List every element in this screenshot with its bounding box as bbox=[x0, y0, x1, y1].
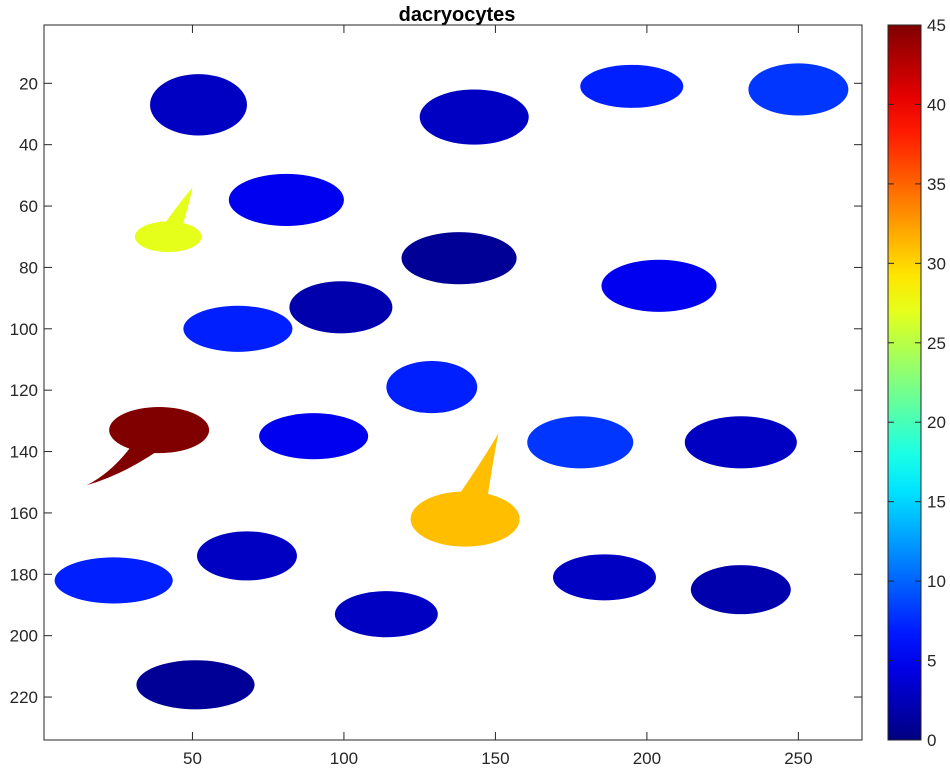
cell-body bbox=[386, 361, 478, 414]
y-tick-label: 20 bbox=[19, 74, 38, 93]
cell-11 bbox=[527, 416, 634, 469]
colorbar-tick-label: 35 bbox=[927, 175, 946, 194]
colorbar-tick-label: 15 bbox=[927, 493, 946, 512]
cell-1 bbox=[150, 74, 247, 136]
colorbar-frame bbox=[887, 24, 922, 741]
y-tick-label: 60 bbox=[19, 197, 38, 216]
cell-body bbox=[748, 63, 849, 116]
cell-8 bbox=[289, 281, 393, 334]
cell-body bbox=[580, 64, 684, 108]
cell-body bbox=[527, 416, 634, 469]
cell-body bbox=[419, 89, 529, 145]
y-tick-label: 120 bbox=[10, 381, 38, 400]
colorbar-ticks: 0 5 10 15 20 25 30 35 40 45 bbox=[888, 16, 946, 750]
y-tick-label: 100 bbox=[10, 320, 38, 339]
cell-4 bbox=[748, 63, 849, 116]
colorbar-tick-label: 30 bbox=[927, 254, 946, 273]
colorbar-tick-label: 45 bbox=[927, 16, 946, 35]
cell-body bbox=[601, 259, 717, 312]
cell-body bbox=[684, 416, 797, 469]
colorbar-tick-label: 10 bbox=[927, 572, 946, 591]
cell-body bbox=[690, 565, 791, 615]
y-tick-label: 220 bbox=[10, 688, 38, 707]
cell-19 bbox=[136, 660, 255, 710]
y-tick-label: 160 bbox=[10, 504, 38, 523]
teardrop-cell-21 bbox=[86, 407, 210, 486]
chart-title: dacryocytes bbox=[399, 4, 516, 26]
y-tick-label: 80 bbox=[19, 258, 38, 277]
cell-12 bbox=[259, 413, 369, 460]
cell-6 bbox=[401, 232, 517, 285]
colorbar-gradient bbox=[888, 25, 921, 740]
cell-body bbox=[136, 660, 255, 710]
cells-layer bbox=[54, 63, 849, 710]
colorbar-tick-label: 40 bbox=[927, 95, 946, 114]
cell-5 bbox=[228, 173, 344, 226]
cell-10 bbox=[386, 361, 478, 414]
x-tick-label: 100 bbox=[330, 749, 358, 768]
x-tick-label: 250 bbox=[784, 749, 812, 768]
colorbar-tick-label: 5 bbox=[927, 652, 936, 671]
y-tick-label: 200 bbox=[10, 627, 38, 646]
colorbar: 0 5 10 15 20 25 30 35 40 45 bbox=[887, 16, 946, 750]
cell-body bbox=[183, 305, 293, 352]
colorbar-tick-label: 25 bbox=[927, 334, 946, 353]
cell-2 bbox=[419, 89, 529, 145]
colorbar-tick-label: 20 bbox=[927, 413, 946, 432]
plot-area: 50 100 150 200 250 20 40 60 80 100 120 140 160 180 200… bbox=[10, 24, 863, 768]
x-tick-label: 200 bbox=[633, 749, 661, 768]
plot-frame bbox=[43, 24, 863, 741]
cell-14 bbox=[196, 531, 297, 581]
x-tick-label: 50 bbox=[183, 749, 202, 768]
cell-body bbox=[401, 232, 517, 285]
y-tick-label: 40 bbox=[19, 136, 38, 155]
cell-7 bbox=[601, 259, 717, 312]
cell-tail bbox=[86, 417, 169, 486]
cell-body bbox=[289, 281, 393, 334]
cell-body bbox=[196, 531, 297, 581]
cell-13 bbox=[684, 416, 797, 469]
cell-3 bbox=[580, 64, 684, 108]
cell-tail bbox=[447, 433, 499, 527]
y-tick-label: 180 bbox=[10, 565, 38, 584]
teardrop-cell-22 bbox=[410, 433, 520, 547]
cell-9 bbox=[183, 305, 293, 352]
cell-body bbox=[334, 591, 438, 638]
colorbar-tick-label: 0 bbox=[927, 731, 936, 750]
cell-body bbox=[54, 557, 173, 604]
cell-15 bbox=[552, 554, 656, 601]
x-tick-label: 150 bbox=[481, 749, 509, 768]
y-tick-label: 140 bbox=[10, 443, 38, 462]
cell-18 bbox=[334, 591, 438, 638]
cell-body bbox=[552, 554, 656, 601]
cell-17 bbox=[54, 557, 173, 604]
cell-16 bbox=[690, 565, 791, 615]
teardrop-cell-20 bbox=[134, 187, 202, 253]
cell-tail bbox=[158, 187, 193, 242]
axis-ticks: 50 100 150 200 250 20 40 60 80 100 120 140 160 180 200… bbox=[10, 25, 862, 768]
cell-body bbox=[259, 413, 369, 460]
cell-body bbox=[150, 74, 247, 136]
cell-body bbox=[228, 173, 344, 226]
